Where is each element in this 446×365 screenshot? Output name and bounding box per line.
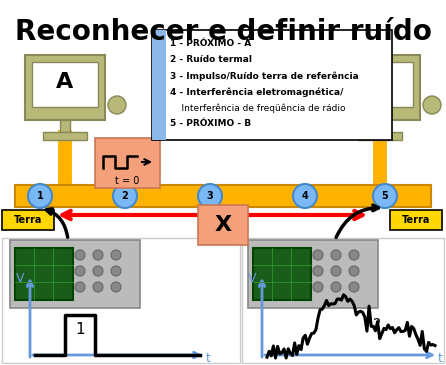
Bar bbox=[198, 205, 248, 245]
Text: V: V bbox=[248, 272, 256, 284]
Circle shape bbox=[313, 266, 323, 276]
Text: t: t bbox=[206, 351, 211, 365]
Circle shape bbox=[313, 282, 323, 292]
Text: V: V bbox=[16, 272, 24, 284]
Text: 1: 1 bbox=[75, 323, 85, 338]
Text: t: t bbox=[438, 351, 442, 365]
Circle shape bbox=[28, 184, 52, 208]
Circle shape bbox=[349, 282, 359, 292]
Bar bbox=[152, 30, 392, 140]
Circle shape bbox=[331, 282, 341, 292]
Text: B: B bbox=[372, 72, 388, 92]
Circle shape bbox=[349, 266, 359, 276]
Text: 1 - PRÓXIMO - A: 1 - PRÓXIMO - A bbox=[170, 39, 251, 49]
Text: 5 - PRÓXIMO - B: 5 - PRÓXIMO - B bbox=[170, 119, 251, 128]
Text: X: X bbox=[215, 215, 231, 235]
Text: 2 - Ruído termal: 2 - Ruído termal bbox=[170, 55, 252, 65]
Text: Terra: Terra bbox=[14, 215, 42, 225]
Text: 4: 4 bbox=[301, 191, 308, 201]
Circle shape bbox=[108, 96, 126, 114]
Bar bbox=[340, 55, 420, 120]
Circle shape bbox=[75, 266, 85, 276]
Circle shape bbox=[331, 266, 341, 276]
Bar bbox=[43, 132, 87, 140]
Bar bbox=[15, 248, 73, 300]
Bar bbox=[253, 248, 311, 300]
Circle shape bbox=[349, 250, 359, 260]
Bar bbox=[358, 132, 402, 140]
Text: 1: 1 bbox=[37, 191, 43, 201]
Bar bbox=[10, 240, 140, 308]
Circle shape bbox=[331, 250, 341, 260]
Circle shape bbox=[75, 282, 85, 292]
Bar bbox=[2, 238, 240, 363]
Circle shape bbox=[111, 282, 121, 292]
Bar bbox=[347, 62, 413, 107]
Circle shape bbox=[111, 250, 121, 260]
Bar bbox=[25, 55, 105, 120]
Text: Reconhecer e definir ruído: Reconhecer e definir ruído bbox=[15, 18, 431, 46]
Circle shape bbox=[423, 96, 441, 114]
Bar bbox=[15, 185, 431, 207]
Circle shape bbox=[113, 184, 137, 208]
Bar bbox=[242, 238, 444, 363]
Circle shape bbox=[313, 250, 323, 260]
Text: Terra: Terra bbox=[402, 215, 430, 225]
Bar bbox=[375, 120, 385, 132]
Circle shape bbox=[93, 282, 103, 292]
Bar bbox=[32, 62, 98, 107]
Text: 3: 3 bbox=[206, 191, 213, 201]
Bar bbox=[2, 210, 54, 230]
Text: A: A bbox=[56, 72, 74, 92]
Bar bbox=[60, 120, 70, 132]
Text: 3 - Impulso/Ruído terra de referência: 3 - Impulso/Ruído terra de referência bbox=[170, 71, 359, 81]
Text: 4 - Interferência eletromagnética/: 4 - Interferência eletromagnética/ bbox=[170, 87, 343, 97]
Text: 2: 2 bbox=[122, 191, 128, 201]
Text: Interferência de freqüência de rádio: Interferência de freqüência de rádio bbox=[170, 103, 346, 113]
Circle shape bbox=[198, 184, 222, 208]
Text: ?: ? bbox=[373, 318, 381, 333]
Bar bbox=[95, 138, 160, 188]
Bar bbox=[390, 210, 442, 230]
Circle shape bbox=[75, 250, 85, 260]
Bar bbox=[152, 30, 166, 140]
Circle shape bbox=[373, 184, 397, 208]
Text: t = 0: t = 0 bbox=[115, 176, 139, 186]
Bar bbox=[248, 240, 378, 308]
Circle shape bbox=[111, 266, 121, 276]
Circle shape bbox=[93, 250, 103, 260]
Text: 5: 5 bbox=[382, 191, 388, 201]
Circle shape bbox=[293, 184, 317, 208]
Circle shape bbox=[93, 266, 103, 276]
